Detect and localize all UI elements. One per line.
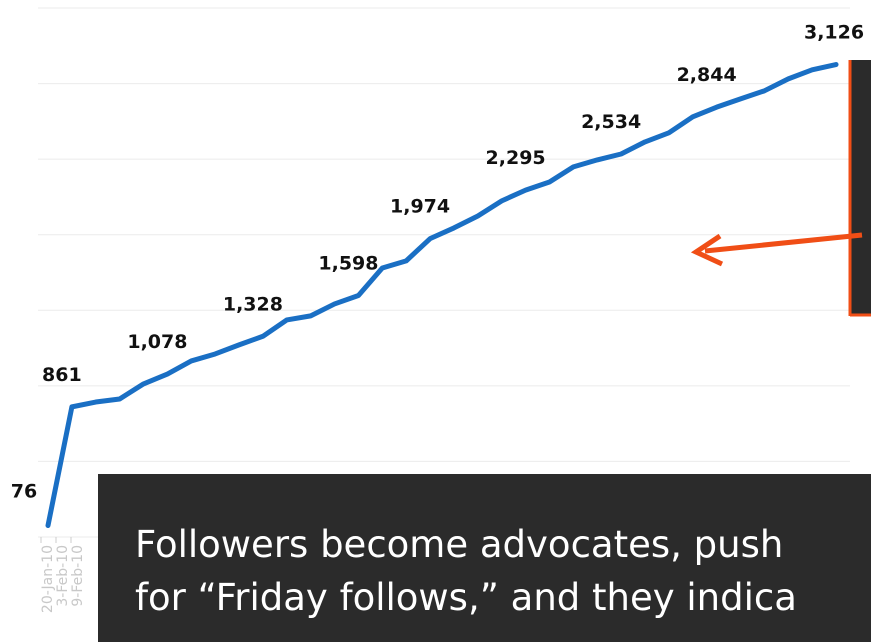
data-label: 76 xyxy=(11,481,37,503)
data-label: 1,974 xyxy=(390,196,450,218)
side-box xyxy=(849,60,871,316)
x-tick-label: 9-Feb-10 xyxy=(70,545,86,607)
grid xyxy=(38,7,850,538)
data-label: 1,078 xyxy=(127,331,187,353)
arrow xyxy=(704,232,863,254)
data-label: 861 xyxy=(42,364,82,386)
annotation-line: Followers become advocates, push xyxy=(135,523,783,566)
arrow-head xyxy=(690,233,724,267)
plot: 76 861 1,078 1,328 1,598 1,974 2,295 2,534 2,844… xyxy=(11,22,864,529)
x-tick-label: 3-Feb-10 xyxy=(55,545,71,607)
data-label: 1,328 xyxy=(223,293,283,315)
data-label: 2,534 xyxy=(581,111,641,133)
data-label: 3,126 xyxy=(804,22,864,44)
line xyxy=(45,62,839,529)
data-label: 1,598 xyxy=(318,252,378,274)
x-tick-label: 20-Jan-10 xyxy=(40,545,56,613)
data-label: 2,844 xyxy=(677,64,737,86)
annotation-box xyxy=(98,474,871,642)
data-label: 2,295 xyxy=(486,147,546,169)
annotation-line: for “Friday follows,” and they indica xyxy=(135,576,797,619)
x-axis: 20-Jan-10 3-Feb-10 9-Feb-10 xyxy=(40,537,86,613)
